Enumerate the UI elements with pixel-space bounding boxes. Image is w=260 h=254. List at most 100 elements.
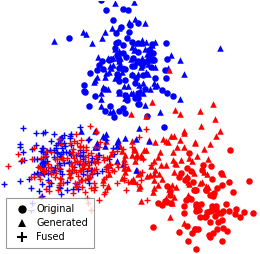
- Point: [133, 17, 137, 21]
- Point: [52, 132, 56, 136]
- Point: [94, 75, 99, 79]
- Point: [141, 156, 145, 161]
- Point: [120, 70, 124, 74]
- Point: [49, 208, 53, 212]
- Point: [79, 178, 83, 182]
- Point: [30, 201, 34, 205]
- Point: [32, 175, 36, 179]
- Point: [74, 170, 78, 174]
- Point: [166, 66, 170, 70]
- Point: [76, 174, 80, 178]
- Point: [80, 185, 84, 189]
- Point: [88, 124, 93, 128]
- Point: [43, 130, 47, 134]
- Point: [178, 138, 182, 142]
- Point: [134, 154, 138, 158]
- Point: [147, 48, 151, 52]
- Point: [41, 169, 46, 173]
- Point: [164, 139, 168, 143]
- Point: [170, 201, 174, 205]
- Point: [43, 151, 47, 155]
- Point: [68, 141, 72, 145]
- Point: [123, 93, 127, 97]
- Point: [85, 196, 89, 200]
- Point: [130, 40, 134, 44]
- Point: [198, 202, 203, 206]
- Point: [125, 36, 129, 40]
- Point: [57, 166, 61, 170]
- Point: [52, 168, 56, 172]
- Point: [156, 155, 160, 159]
- Point: [56, 141, 60, 146]
- Point: [177, 174, 181, 179]
- Point: [123, 153, 127, 157]
- Point: [81, 153, 85, 157]
- Point: [105, 187, 109, 191]
- Point: [30, 147, 34, 151]
- Point: [102, 87, 106, 91]
- Point: [58, 192, 63, 196]
- Point: [111, 63, 115, 67]
- Point: [67, 161, 72, 165]
- Point: [218, 130, 222, 134]
- Point: [115, 72, 119, 76]
- Point: [135, 156, 139, 160]
- Point: [220, 171, 225, 175]
- Point: [193, 227, 197, 231]
- Point: [219, 171, 223, 175]
- Point: [34, 131, 38, 135]
- Point: [106, 87, 110, 91]
- Point: [242, 210, 246, 214]
- Point: [78, 144, 82, 148]
- Point: [64, 150, 68, 154]
- Point: [79, 137, 83, 141]
- Point: [119, 25, 123, 29]
- Point: [57, 183, 61, 187]
- Point: [136, 21, 140, 25]
- Point: [88, 175, 92, 179]
- Point: [29, 186, 33, 190]
- Point: [146, 72, 150, 76]
- Point: [80, 150, 84, 154]
- Point: [111, 109, 115, 113]
- Point: [132, 147, 136, 151]
- Point: [42, 170, 46, 174]
- Point: [225, 229, 229, 233]
- Point: [126, 166, 130, 170]
- Point: [44, 168, 48, 172]
- Point: [87, 104, 91, 108]
- Point: [181, 204, 186, 208]
- Point: [137, 126, 141, 130]
- Point: [153, 76, 157, 80]
- Point: [95, 68, 99, 72]
- Point: [131, 91, 135, 95]
- Point: [49, 172, 53, 176]
- Point: [210, 204, 214, 208]
- Point: [184, 198, 188, 202]
- Point: [122, 162, 127, 166]
- Point: [121, 66, 125, 70]
- Point: [139, 60, 143, 64]
- Point: [149, 164, 153, 168]
- Point: [199, 124, 203, 128]
- Point: [89, 151, 93, 155]
- Point: [148, 45, 152, 49]
- Point: [57, 141, 62, 145]
- Point: [144, 40, 148, 44]
- Point: [194, 247, 198, 251]
- Point: [167, 215, 172, 219]
- Point: [208, 209, 212, 213]
- Point: [95, 141, 99, 146]
- Point: [192, 141, 197, 146]
- Point: [95, 141, 100, 145]
- Point: [53, 166, 57, 170]
- Point: [193, 227, 197, 231]
- Point: [146, 62, 150, 66]
- Point: [140, 41, 144, 45]
- Point: [204, 188, 208, 192]
- Point: [38, 157, 43, 161]
- Point: [97, 63, 101, 67]
- Point: [43, 155, 47, 159]
- Point: [174, 185, 178, 189]
- Point: [84, 145, 88, 149]
